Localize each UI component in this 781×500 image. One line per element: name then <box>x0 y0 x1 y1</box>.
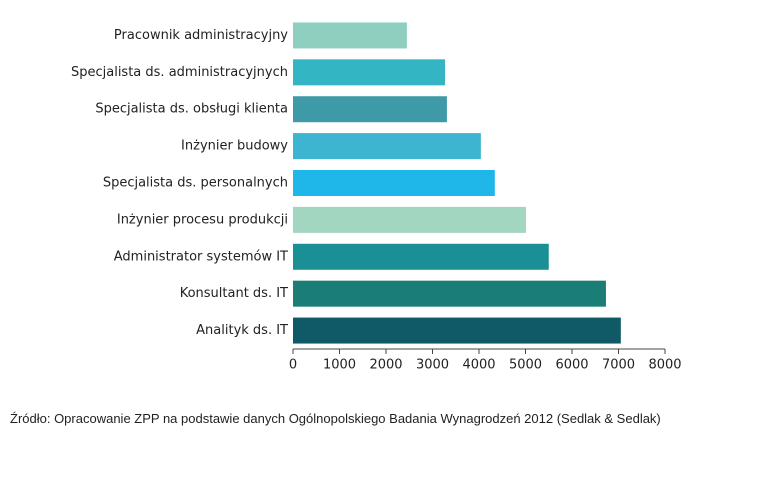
bar <box>293 243 549 270</box>
y-tick-label: Analityk ds. IT <box>196 323 288 338</box>
y-tick-label: Specjalista ds. administracyjnych <box>71 65 288 80</box>
y-tick-label: Administrator systemów IT <box>114 249 288 264</box>
bar <box>293 96 447 123</box>
bar <box>293 22 407 49</box>
y-tick-label: Specjalista ds. obsługi klienta <box>95 102 288 117</box>
bar <box>293 317 621 344</box>
x-tick-label: 2000 <box>369 358 402 373</box>
x-tick-label: 8000 <box>648 358 681 373</box>
x-tick-label: 6000 <box>555 358 588 373</box>
y-tick-label: Konsultant ds. IT <box>180 286 288 301</box>
x-tick-label: 5000 <box>509 358 542 373</box>
bar <box>293 280 606 307</box>
bar <box>293 170 495 196</box>
y-tick-label: Pracownik administracyjny <box>114 28 288 43</box>
bar <box>293 59 446 86</box>
bar <box>293 206 526 233</box>
y-tick-label: Specjalista ds. personalnych <box>103 176 288 191</box>
y-tick-label: Inżynier budowy <box>181 139 288 154</box>
bar <box>293 133 481 160</box>
x-tick-label: 3000 <box>416 358 449 373</box>
x-tick-label: 0 <box>289 358 297 373</box>
x-tick-label: 4000 <box>462 358 495 373</box>
x-tick-label: 1000 <box>323 358 356 373</box>
chart: 0 1000 2000 3000 4000 5000 6000 7000 8000 Pracown… <box>71 22 682 373</box>
x-tick-label: 7000 <box>602 358 635 373</box>
y-tick-label: Inżynier procesu produkcji <box>117 212 288 227</box>
source-note: Źródło: Opracowanie ZPP na podstawie dan… <box>10 411 661 426</box>
